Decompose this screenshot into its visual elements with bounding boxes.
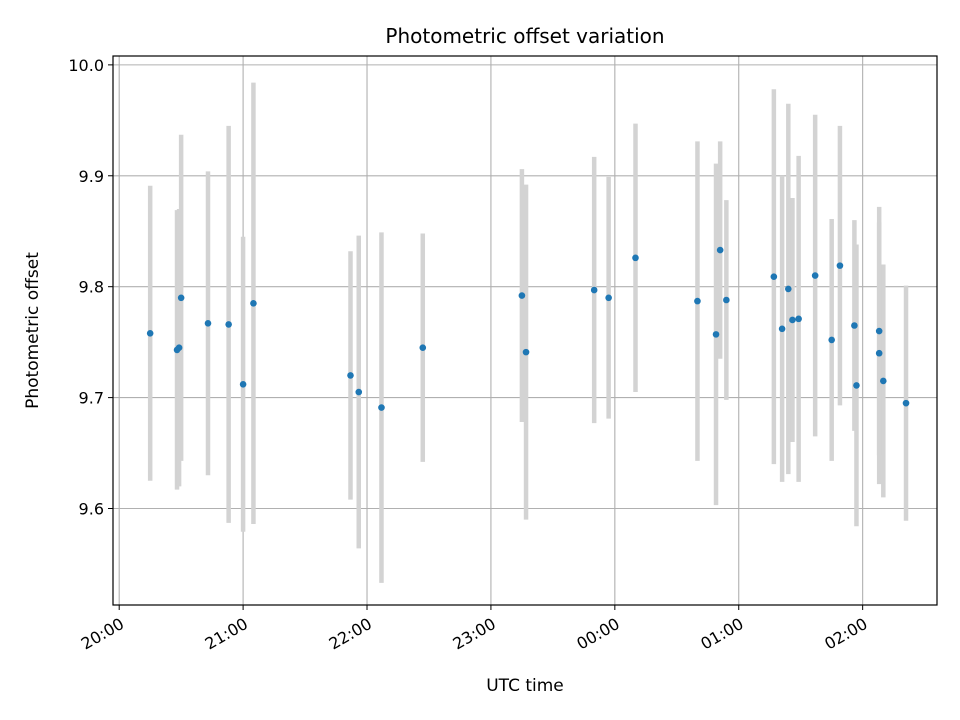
data-point: [419, 344, 427, 351]
data-point: [378, 404, 385, 411]
data-points: [146, 246, 910, 411]
data-point: [225, 321, 232, 328]
x-tick-label: 00:00: [573, 614, 622, 654]
x-tick-label: 23:00: [449, 614, 498, 654]
data-point: [828, 336, 835, 344]
y-tick-label: 9.6: [79, 500, 104, 519]
plot-area-frame: [112, 55, 938, 606]
data-point: [880, 377, 887, 385]
y-axis-title: Photometric offset: [23, 252, 43, 409]
error-bars: [147, 82, 909, 583]
data-point: [875, 349, 883, 357]
data-point: [355, 388, 363, 396]
data-point: [875, 327, 883, 335]
data-point: [789, 316, 796, 324]
data-point: [712, 331, 720, 338]
data-point: [778, 325, 786, 333]
axis-ticks: 20:00 21:00 22:00 23:00 00:00 01:00 02:00 9.6 9.…: [68, 56, 870, 654]
y-tick-label: 9.8: [79, 278, 104, 297]
x-tick-label: 22:00: [326, 614, 375, 654]
data-point: [851, 322, 858, 329]
data-point: [853, 382, 860, 389]
x-axis-title: UTC time: [486, 676, 564, 696]
data-point: [785, 285, 792, 293]
data-point: [177, 294, 185, 302]
data-point: [770, 273, 778, 281]
data-point: [902, 399, 910, 407]
data-point: [250, 300, 257, 307]
y-tick-label: 9.7: [79, 389, 104, 408]
data-point: [204, 319, 212, 327]
x-tick-label: 02:00: [821, 614, 870, 654]
y-tick-label: 10.0: [68, 56, 104, 75]
x-tick-label: 21:00: [202, 614, 251, 654]
data-point: [811, 272, 819, 279]
data-point: [605, 294, 612, 302]
data-point: [518, 292, 526, 299]
chart-title: Photometric offset variation: [385, 24, 664, 48]
data-point: [239, 380, 247, 388]
y-tick-label: 9.9: [79, 167, 104, 186]
data-point: [716, 246, 724, 254]
data-point: [522, 348, 530, 356]
x-tick-label: 20:00: [78, 614, 127, 654]
data-point: [723, 296, 730, 304]
x-tick-label: 01:00: [697, 614, 746, 654]
data-point: [347, 372, 354, 379]
data-point: [836, 262, 844, 269]
data-point: [175, 344, 183, 351]
data-point: [694, 297, 701, 305]
data-point: [632, 254, 639, 262]
data-point: [795, 315, 802, 323]
data-point: [590, 286, 598, 294]
data-point: [146, 329, 154, 337]
